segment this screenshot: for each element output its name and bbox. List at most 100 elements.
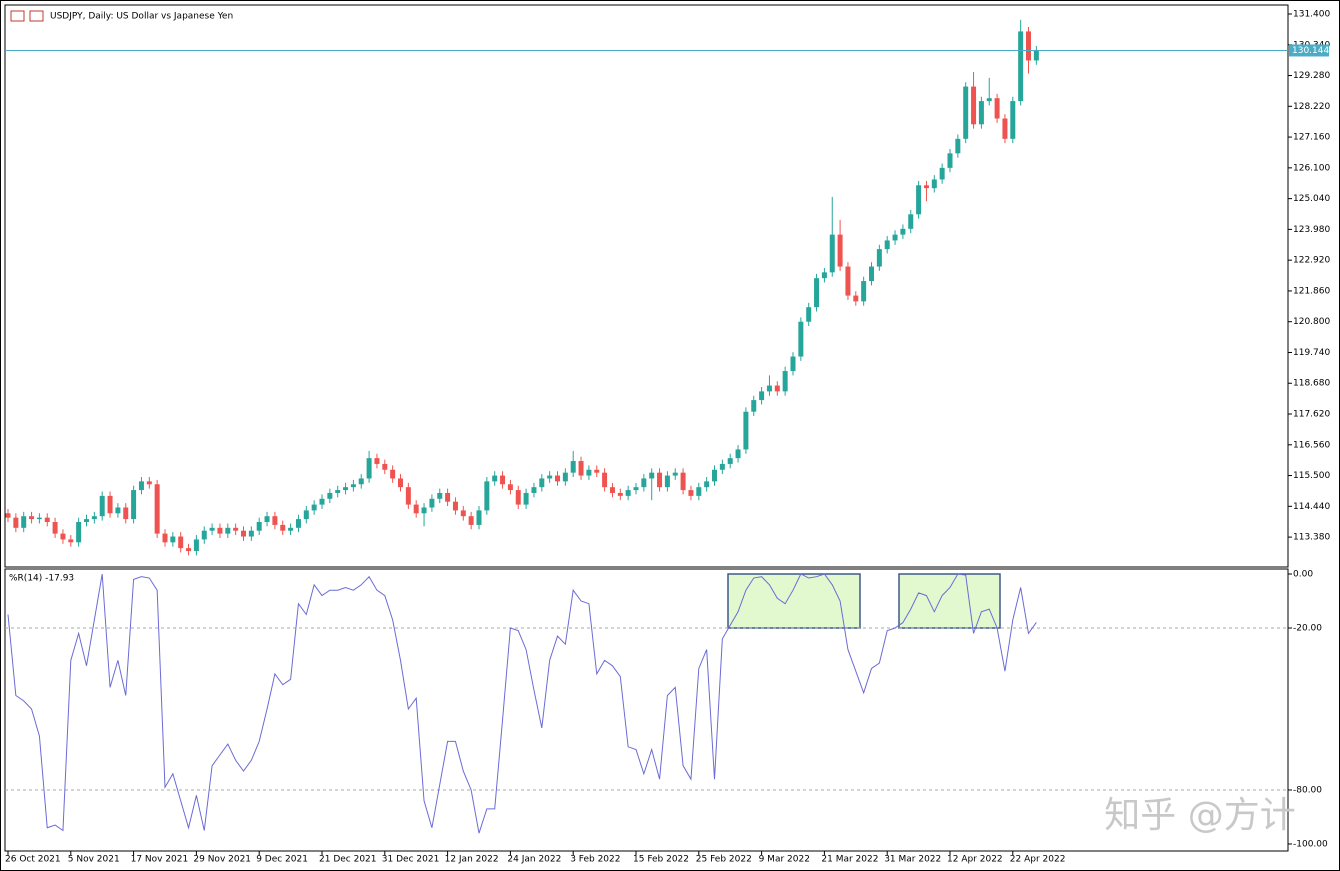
y-tick-label: 115.500 — [1293, 471, 1330, 481]
candle-body — [586, 469, 592, 476]
candle-body — [154, 484, 160, 534]
candle-body — [853, 295, 859, 302]
candle-body — [916, 185, 922, 215]
candle-body — [892, 234, 898, 241]
candle-body — [625, 490, 631, 496]
candle-body — [303, 510, 309, 520]
candle-body — [138, 481, 144, 491]
candle-body — [91, 516, 97, 520]
candle-body — [201, 530, 207, 540]
candle-body — [500, 475, 506, 485]
x-tick-label: 3 Feb 2022 — [570, 855, 620, 865]
candle-body — [1010, 101, 1016, 139]
candle-body — [193, 539, 199, 552]
watermark: 知乎 @方计 — [1104, 795, 1295, 836]
candle-body — [186, 548, 192, 552]
candle-body — [633, 487, 639, 491]
candle-body — [735, 449, 741, 459]
y-tick-label: 114.440 — [1293, 502, 1330, 512]
y-tick-label: 118.680 — [1293, 379, 1330, 389]
y-tick-label: 125.040 — [1293, 194, 1330, 204]
candle-body — [248, 530, 254, 537]
price-label: 130.144 — [1292, 46, 1329, 56]
x-tick-label: 31 Dec 2021 — [382, 855, 440, 865]
candle-body — [217, 527, 223, 534]
candle-body — [162, 533, 168, 543]
candle-body — [398, 478, 403, 488]
candle-body — [790, 356, 796, 372]
candle-body — [766, 385, 772, 392]
candle-body — [727, 458, 733, 464]
candle-body — [649, 472, 655, 479]
candle-body — [908, 214, 914, 229]
y-tick-label: 116.560 — [1293, 440, 1330, 450]
candle-body — [594, 469, 600, 473]
candle-body — [719, 463, 725, 470]
candle-body — [1033, 50, 1039, 61]
candle-body — [99, 495, 105, 517]
candle-body — [460, 510, 466, 517]
candle-body — [829, 234, 835, 273]
candle-body — [288, 527, 294, 531]
candle-body — [311, 504, 317, 511]
x-tick-label: 31 Mar 2022 — [884, 855, 941, 865]
candle-body — [884, 240, 890, 250]
x-tick-label: 9 Dec 2021 — [256, 855, 308, 865]
candle-body — [994, 98, 1000, 119]
candle-body — [931, 179, 937, 189]
y-tick-label: 131.400 — [1293, 9, 1330, 19]
candle-body — [382, 463, 388, 470]
y-tick-label: 123.980 — [1293, 225, 1330, 235]
candle-body — [36, 517, 42, 520]
icon — [10, 10, 25, 22]
candle-body — [923, 185, 929, 189]
candle-body — [21, 516, 27, 528]
candle-body — [115, 507, 121, 514]
candle-body — [492, 475, 498, 482]
y-tick-label: 127.160 — [1293, 133, 1330, 143]
candle-body — [680, 472, 686, 491]
x-tick-label: 12 Jan 2022 — [445, 855, 499, 865]
candle-body — [751, 400, 757, 412]
candle-body — [343, 487, 349, 491]
candle-body — [602, 472, 608, 488]
candle-body — [539, 478, 545, 488]
candle-body — [1026, 31, 1031, 61]
x-tick-label: 21 Mar 2022 — [821, 855, 878, 865]
icon — [29, 10, 44, 22]
candle-body — [562, 472, 568, 482]
candle-body — [986, 98, 992, 102]
candle-body — [547, 475, 553, 479]
candle-body — [869, 266, 874, 282]
candle-body — [44, 517, 50, 523]
candle-body — [68, 539, 74, 543]
x-tick-label: 21 Dec 2021 — [319, 855, 377, 865]
candle-body — [225, 527, 231, 534]
x-tick-label: 24 Jan 2022 — [507, 855, 561, 865]
candle-body — [358, 478, 364, 485]
x-tick-label: 15 Feb 2022 — [633, 855, 689, 865]
candle-body — [484, 481, 490, 511]
chart-title: USDJPY, Daily: US Dollar vs Japanese Yen — [50, 12, 233, 22]
y-tick-label: 113.380 — [1293, 533, 1330, 543]
candle-body — [5, 513, 11, 518]
candle-body — [688, 490, 694, 496]
candle-body — [280, 524, 286, 531]
y-tick-label: -20.00 — [1293, 623, 1322, 633]
candle-body — [963, 86, 969, 139]
x-tick-label: 17 Nov 2021 — [131, 855, 189, 865]
price-label-box — [1289, 44, 1329, 57]
y-tick-label: 120.800 — [1293, 317, 1330, 327]
y-tick-label: 0.00 — [1293, 569, 1313, 579]
candle-body — [1002, 118, 1008, 139]
candle-body — [900, 228, 906, 235]
y-tick-label: 129.280 — [1293, 71, 1330, 81]
candle-body — [782, 371, 788, 392]
candle-body — [374, 458, 380, 464]
x-tick-label: 9 Mar 2022 — [759, 855, 810, 865]
candle-body — [468, 516, 474, 525]
candle-body — [178, 536, 184, 549]
candle-body — [327, 492, 333, 499]
